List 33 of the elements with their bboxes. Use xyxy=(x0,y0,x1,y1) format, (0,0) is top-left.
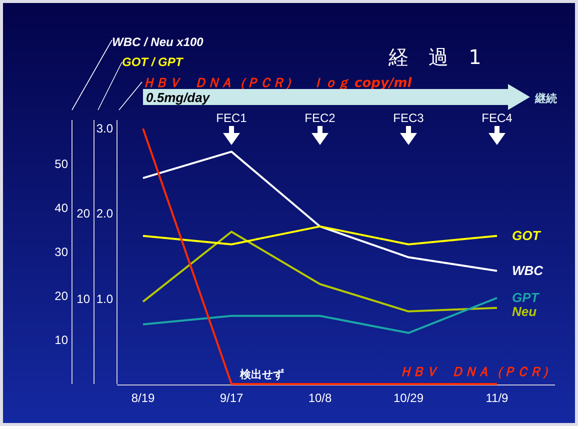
series-label: ＨＢＶ ＤＮＡ（ＰＣＲ） xyxy=(399,365,555,380)
annotation: FEC3 xyxy=(393,111,424,125)
line-series xyxy=(142,150,498,272)
series-label: Neu xyxy=(512,304,537,319)
y3-tick-label: 1.0 xyxy=(96,292,114,306)
annotation: FEC2 xyxy=(304,111,336,125)
text: 継続 xyxy=(534,92,557,105)
line-series xyxy=(142,230,498,312)
y3-tick-label: 2.0 xyxy=(96,206,114,221)
y2-tick-label: 20 xyxy=(76,206,90,221)
x-tick-label: 8/19 xyxy=(131,391,155,405)
y-tick-label: 30 xyxy=(54,245,68,259)
x-tick-label: 10/8 xyxy=(308,391,332,405)
y2-tick-label: 10 xyxy=(76,292,90,306)
series-label: WBC xyxy=(512,262,544,278)
annotation: FEC4 xyxy=(482,111,513,125)
x-tick-label: 10/29 xyxy=(393,391,424,405)
annotation: 検出せず xyxy=(239,368,284,381)
text: 0.5mg/day xyxy=(146,90,210,105)
y3-tick-label: 3.0 xyxy=(96,122,114,136)
text: WBC / Neu x100 xyxy=(112,35,204,49)
series-label: GPT xyxy=(512,290,540,305)
chart-title: 経 過 1 xyxy=(388,45,482,69)
annotation: FEC1 xyxy=(216,111,248,125)
y2-axis-title: GOT / GPT xyxy=(122,55,184,69)
line-series xyxy=(142,296,498,334)
series-label: GOT xyxy=(512,228,542,243)
y-tick-label: 40 xyxy=(54,201,68,215)
x-tick-label: 9/17 xyxy=(220,391,244,405)
y-tick-label: 10 xyxy=(54,333,68,347)
y-tick-label: 20 xyxy=(54,289,68,303)
y-tick-label: 50 xyxy=(54,157,68,171)
x-tick-label: 11/9 xyxy=(486,391,509,405)
